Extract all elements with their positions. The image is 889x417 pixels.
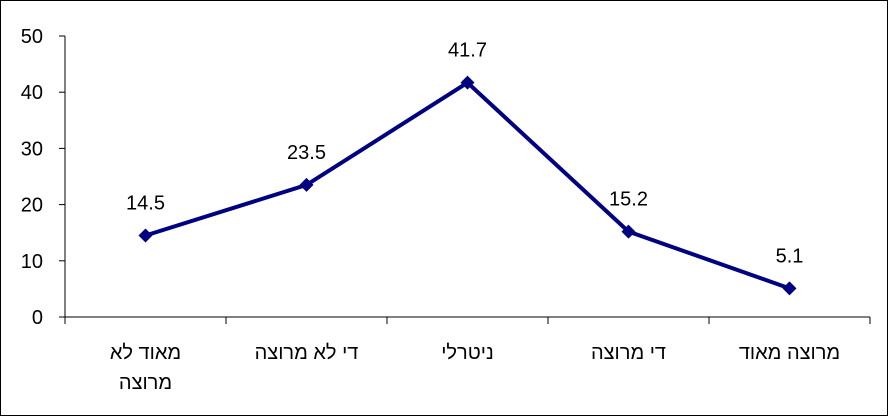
y-tick-label: 20: [21, 195, 43, 217]
data-label: 14.5: [126, 193, 165, 215]
x-tick-label: מאוד לא מרוצה: [109, 342, 182, 394]
marker: [782, 281, 797, 296]
marker: [460, 75, 475, 90]
y-tick-label: 0: [32, 307, 43, 329]
data-label: 41.7: [448, 40, 487, 62]
marker: [138, 228, 153, 243]
marker: [621, 224, 636, 239]
y-tick-label: 50: [21, 26, 43, 48]
x-tick-label: די לא מרוצה: [254, 342, 359, 364]
y-tick-label: 10: [21, 251, 43, 273]
marker: [299, 177, 314, 192]
x-tick-label: מרוצה מאוד: [738, 342, 841, 364]
data-label: 23.5: [287, 142, 326, 164]
data-label: 5.1: [776, 245, 804, 267]
data-label: 15.2: [609, 189, 648, 211]
y-tick-label: 30: [21, 138, 43, 160]
y-tick-label: 40: [21, 82, 43, 104]
x-tick-label: ניטרלי: [441, 342, 494, 364]
x-tick-label: די מרוצה: [590, 342, 667, 364]
line: [144, 80, 791, 291]
